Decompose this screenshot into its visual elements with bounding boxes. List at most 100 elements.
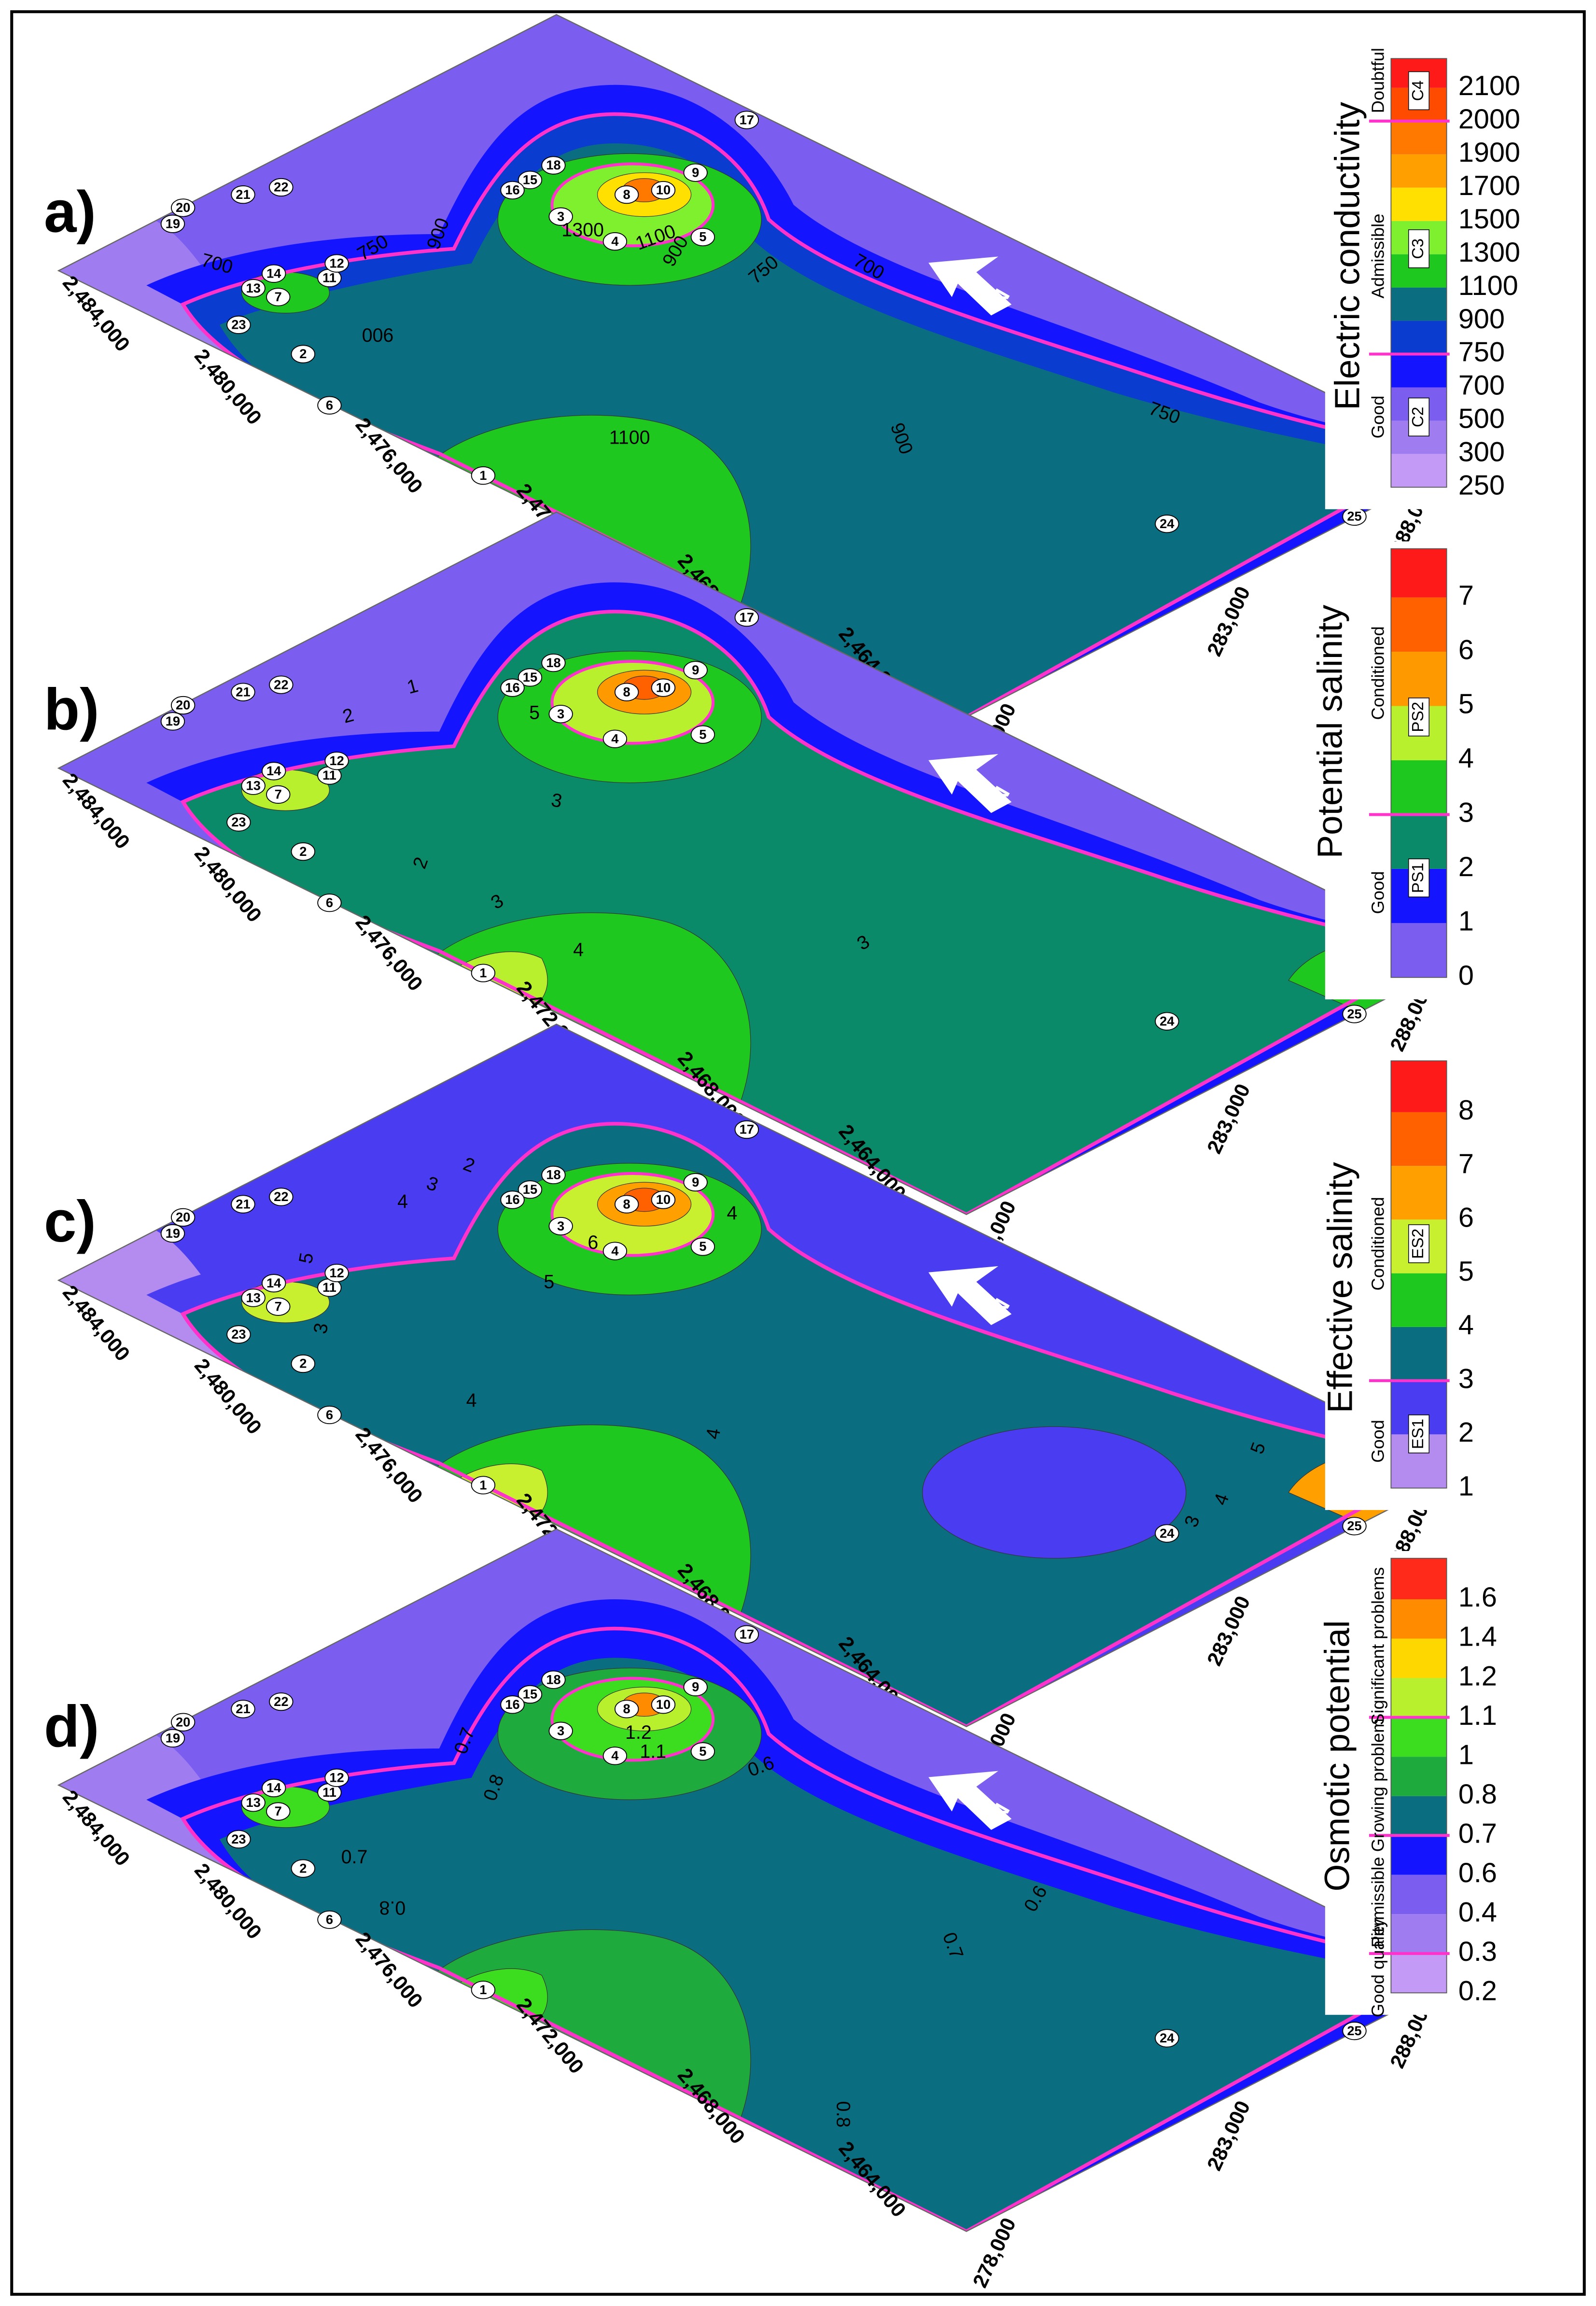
contour-label: 0.8	[379, 1897, 406, 1918]
legend-tick-label: 0.6	[1458, 1858, 1497, 1888]
sample-label: 7	[275, 787, 282, 802]
contour-label: 4	[397, 1191, 408, 1212]
sample-label: 13	[246, 778, 261, 793]
sample-label: 22	[274, 1694, 288, 1709]
sample-label: 1	[479, 1477, 487, 1492]
contour-label: 900	[362, 324, 394, 346]
contour-label: 1300	[561, 219, 604, 240]
sample-label: 4	[611, 731, 619, 746]
sample-label: 11	[322, 1280, 336, 1295]
sample-label: 19	[166, 1731, 180, 1746]
class-box	[1408, 698, 1429, 737]
sample-point	[1342, 1517, 1367, 1536]
legend: 2503005007007509001100130015001700190020…	[1325, 48, 1520, 509]
sample-point	[160, 1224, 185, 1243]
sample-point	[683, 1173, 708, 1192]
sample-label: 15	[523, 670, 537, 685]
zone	[219, 1153, 1421, 1727]
contour-label: 4	[573, 939, 584, 961]
sample-point	[241, 776, 266, 795]
legend-swatch	[1391, 1874, 1447, 1915]
class-group-label: Permissible	[1368, 1857, 1388, 1947]
sample-point	[262, 1778, 286, 1798]
legend-swatch	[1391, 187, 1447, 221]
legend-swatch	[1391, 652, 1447, 706]
contour-label: 5	[529, 702, 540, 724]
sample-label: 22	[274, 1189, 288, 1204]
legend-swatch	[1391, 1835, 1447, 1875]
sample-label: 13	[246, 280, 261, 295]
class-box	[1408, 1224, 1429, 1263]
sample-label: 18	[546, 157, 560, 172]
legend-title: Effective salinity	[1320, 1162, 1359, 1413]
sample-point	[734, 111, 759, 129]
sample-label: 20	[176, 1714, 190, 1729]
sample-point	[602, 1747, 628, 1765]
class-group-label: Growing problem	[1368, 1718, 1388, 1852]
sample-label: 2	[299, 844, 307, 859]
sample-point	[170, 198, 196, 217]
sample-label: 20	[176, 200, 190, 215]
sample-label: 20	[176, 1210, 190, 1225]
class-boundary	[180, 610, 1448, 1215]
sample-point	[241, 1793, 266, 1812]
sample-label: 17	[740, 1122, 754, 1137]
sample-label: 9	[692, 165, 699, 180]
legend: 0 1 2 3 4 5 6 7 Potential salinity PS1 PS2 Good Cond…	[1310, 541, 1516, 1000]
panel: N2,484,0002,480,0002,476,0002,472,0002,4…	[44, 511, 1516, 1274]
legend-swatch	[1391, 454, 1447, 488]
sample-point	[690, 1742, 715, 1761]
sample-label: 3	[557, 1723, 564, 1738]
sample-point	[651, 181, 676, 200]
legend-tick-label: 1	[1458, 1471, 1474, 1502]
sample-point	[170, 1208, 196, 1227]
sample-label: 16	[505, 680, 519, 695]
class-boundary	[180, 112, 1448, 717]
sample-point	[266, 785, 291, 804]
sample-point	[262, 1274, 286, 1293]
sample-label: 2	[299, 1356, 307, 1371]
sample-label: 8	[623, 684, 630, 699]
sample-label: 20	[176, 698, 190, 713]
sample-point	[324, 1768, 349, 1787]
legend-swatch	[1391, 1638, 1447, 1678]
sample-point	[500, 181, 525, 200]
panel-letter: b)	[44, 676, 99, 742]
contour-label: 6	[588, 1232, 598, 1253]
sample-point	[518, 668, 543, 687]
sample-label: 11	[322, 768, 336, 783]
legend-swatch	[1391, 287, 1447, 321]
sample-point	[541, 156, 566, 175]
sample-label: 11	[322, 1785, 336, 1800]
sample-point	[602, 729, 628, 748]
legend-tick-label: 8	[1458, 1095, 1474, 1126]
sample-label: 10	[656, 1192, 671, 1207]
legend-swatch	[1391, 1914, 1447, 1954]
sample-point	[269, 1188, 294, 1206]
sample-point	[500, 1695, 525, 1714]
sample-label: 16	[505, 1192, 519, 1207]
sample-point	[231, 1700, 255, 1719]
legend-tick-label: 2	[1458, 852, 1474, 882]
sample-point	[500, 678, 525, 697]
contour-label: 0.8	[833, 2101, 854, 2128]
sample-point	[231, 1195, 255, 1214]
sample-point	[471, 1476, 496, 1495]
class-group-label: Admissible	[1368, 214, 1388, 299]
sample-label: 17	[740, 112, 754, 127]
legend-title: Osmotic potential	[1317, 1620, 1357, 1891]
sample-label: 21	[236, 1196, 250, 1211]
legend-title: Electric conductivity	[1328, 102, 1367, 410]
sample-point	[291, 842, 316, 861]
legend-tick-label: 4	[1458, 1310, 1474, 1341]
legend-swatch	[1391, 121, 1447, 154]
sample-point	[324, 752, 349, 770]
zone	[219, 641, 1421, 1215]
sample-point	[226, 315, 251, 334]
sample-point	[500, 1190, 525, 1209]
legend-swatch	[1391, 1757, 1447, 1796]
sample-point	[602, 232, 628, 251]
sample-point	[1342, 2022, 1367, 2040]
class-box	[1408, 71, 1429, 111]
class-group-label: Significant problems	[1368, 1567, 1388, 1725]
